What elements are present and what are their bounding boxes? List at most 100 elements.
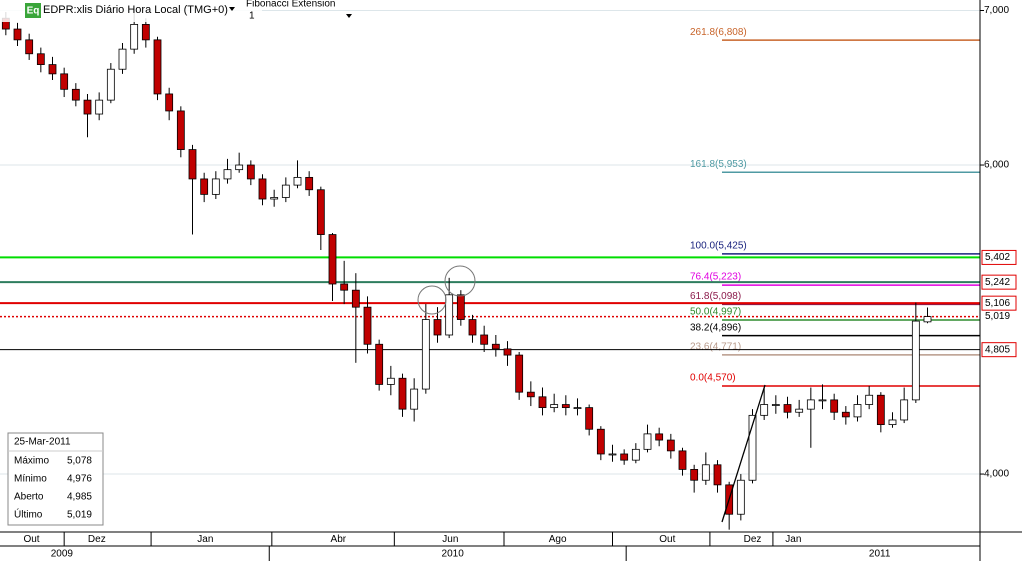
candle-body [491,343,500,350]
candle-body [561,404,570,409]
info-value: 5,019 [67,510,92,521]
candle-body [771,404,780,406]
candle-body [573,407,582,410]
candle-body [410,388,419,410]
candle-body [911,320,920,401]
candle-body [258,178,267,200]
candle-body [713,464,722,486]
level-label: 5,106 [985,298,1010,309]
level-label: 4,805 [985,344,1010,355]
x-tick-label: Ago [549,534,567,545]
level-label: 5,242 [985,277,1010,288]
year-label: 2009 [51,549,74,560]
x-tick-label: Abr [331,534,347,545]
candle-body [13,28,22,41]
year-label: 2010 [442,549,465,560]
candle-body [83,99,92,115]
candle-body [795,408,804,413]
candle-body [806,399,815,410]
candle-body [655,433,664,441]
candle-body [200,178,209,195]
x-tick-label: Dez [88,534,106,545]
fib-label: 61.8(5,098) [690,291,741,302]
instrument[interactable]: EDPR:xlis Diário Hora Local (TMG+0) [43,4,228,16]
marker-circle [444,265,476,297]
candle-body [526,391,535,398]
candle-body [48,64,57,75]
candle-body [153,39,162,95]
candle-body [643,433,652,450]
candle-body [375,343,384,385]
candle-body [888,419,897,426]
candle-body [71,88,80,101]
dropdown-arrow[interactable] [346,14,352,18]
fib-label: 261.8(6,808) [690,27,747,38]
candle-body [316,189,325,235]
candle-body [118,48,127,70]
candle-body [783,404,792,413]
candle-body [176,110,185,150]
fib-label: 76.4(5,223) [690,272,741,283]
badge-text: Eq [27,6,40,17]
candle-body [818,399,827,402]
level-label-box [981,274,1017,290]
candle-body [305,176,314,191]
header-bg [0,0,262,22]
candle-body [760,404,769,416]
candle-body [95,99,104,115]
year-label: 2011 [869,549,891,560]
info-value: 4,976 [67,474,92,485]
candle-body [503,348,512,356]
info-label: Aberto [14,492,44,503]
info-label: Máximo [14,456,49,467]
candle-body [923,316,932,323]
candle-body [106,68,115,101]
study[interactable]: Fibonacci Extension [246,0,336,10]
level-label: 5,019 [985,311,1010,322]
candle-body [876,394,885,426]
candle-body [608,453,617,456]
candle-body [60,73,69,90]
candle-body [293,176,302,186]
candle-body [130,24,139,50]
info-box-frame [7,432,104,526]
fib-label: 161.8(5,953) [690,159,747,170]
candle-body [351,289,360,308]
candle-body [701,464,710,481]
candle-body [468,319,477,336]
plot: 261.8(6,808) 161.8(5,953) 100.0(5,425) 76.4… [0,8,980,530]
x-tick-label: Dez [744,534,762,545]
candle-body [690,469,699,481]
fib-label: 50.0(4,997) [690,307,741,318]
candle-body [165,93,174,112]
candle-body [141,24,150,41]
level-label-box [981,342,1017,358]
candle-body [363,306,372,345]
info-rows: Máximo 5,078 Mínimo 4,976 Aberto 4,985 Último 5… [14,456,92,521]
candle-body [445,294,454,336]
x-tick-label: Out [659,534,675,545]
dropdown-arrow[interactable] [229,7,235,11]
candle-body [841,411,850,418]
level-label: 5,402 [985,252,1010,263]
candle-body [596,428,605,455]
y-tick-label: 7,000 [984,5,1009,16]
candle-body [853,404,862,418]
candle-body [550,404,559,409]
candle-body [666,439,675,452]
candle-body [398,377,407,410]
candle-body [456,294,465,320]
header: Eq EDPR:xlis Diário Hora Local (TMG+0) F… [0,0,352,22]
info-date: 25-Mar-2011 [14,437,71,448]
candle-body [748,414,757,481]
candle-body [736,479,745,515]
candle-body [830,399,839,413]
fib-label: 0.0(4,570) [690,373,736,384]
x-tick-label: Jan [785,534,801,545]
candle-body [270,197,279,200]
candle-body [223,169,232,180]
candle-body [678,450,687,470]
candle-body [36,53,45,65]
